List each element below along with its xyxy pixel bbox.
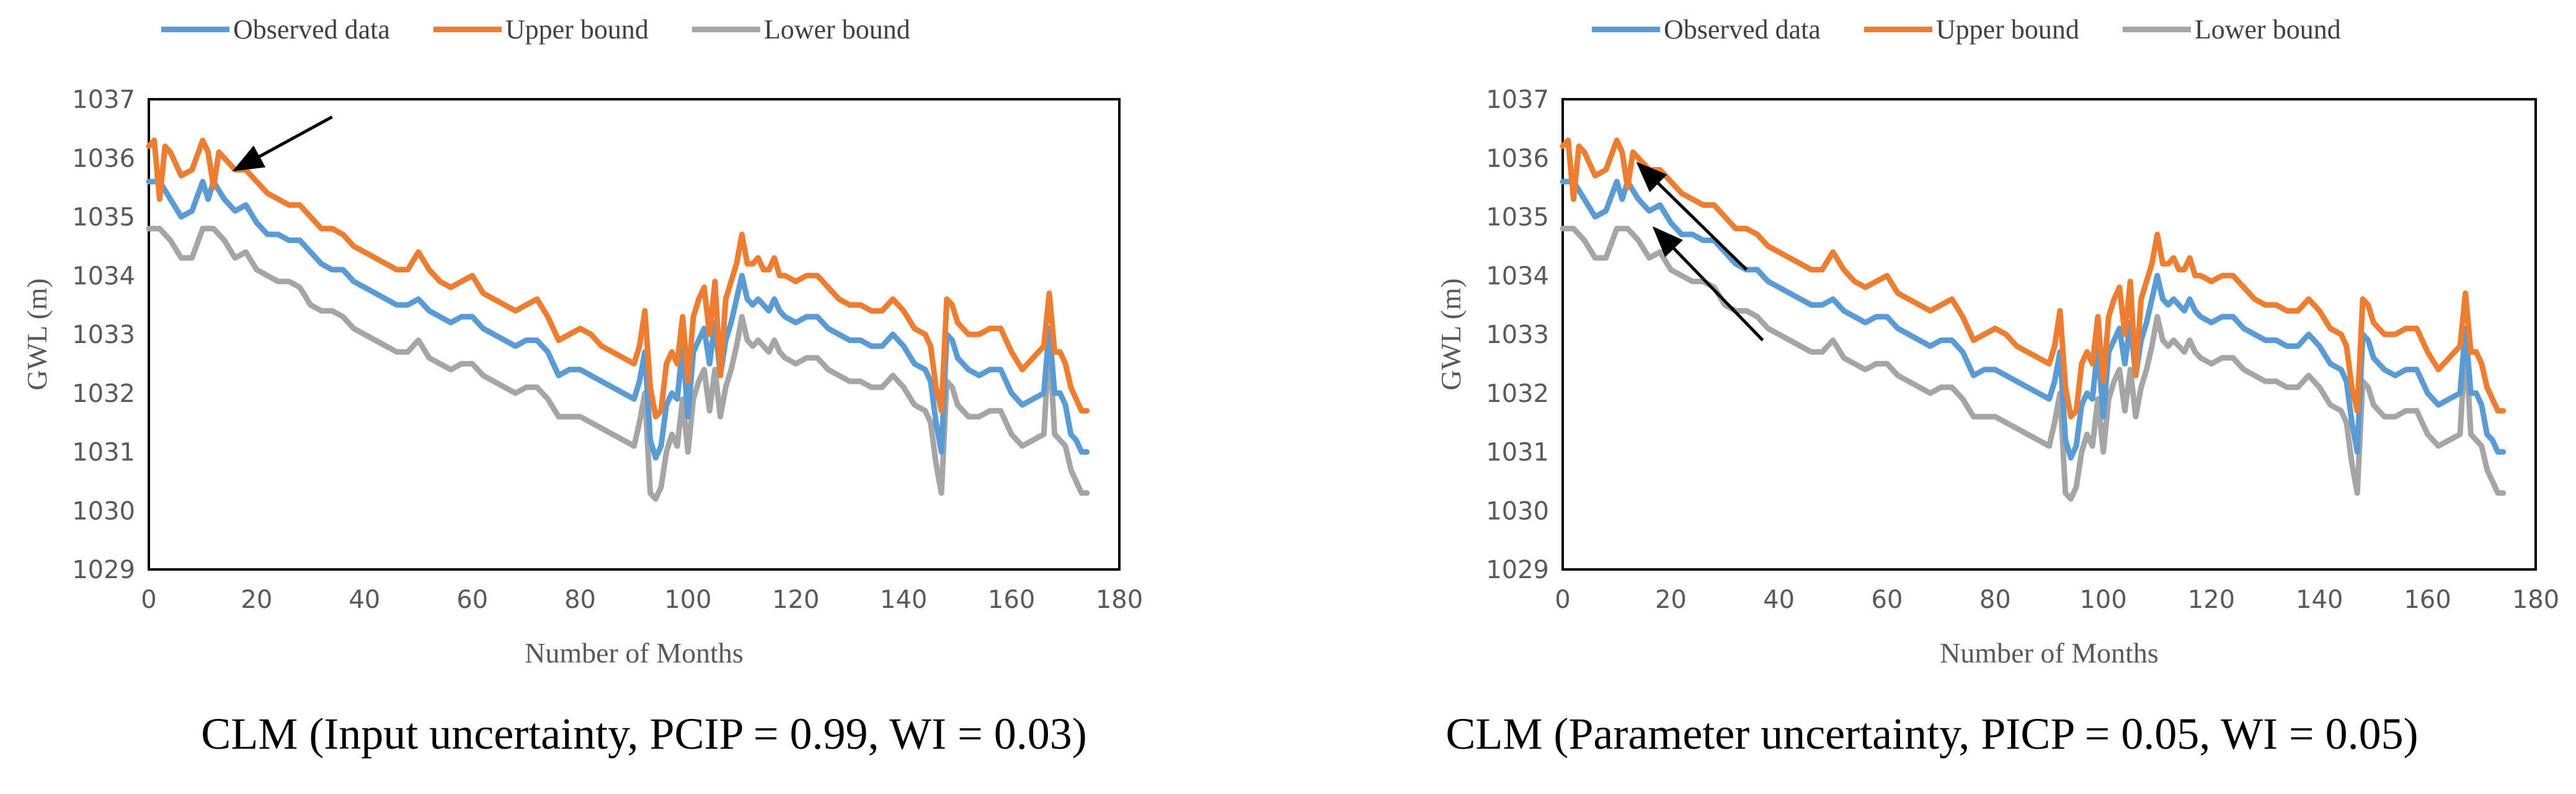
x-tick-label: 60 [1872,586,1903,614]
x-tick-label: 160 [2404,586,2451,614]
y-tick-label: 1031 [72,439,135,467]
y-tick-label: 1035 [1486,203,1549,232]
x-tick-label: 100 [664,586,711,614]
chart-panel-parameter-uncertainty: Observed data Upper bound Lower bound 10… [1288,0,2576,794]
chart-legend: Observed data Upper bound Lower bound [1592,14,2384,45]
x-tick-label: 180 [2512,586,2559,614]
plot-area [148,98,1121,571]
x-tick-label: 160 [988,586,1035,614]
x-tick-label: 40 [1763,586,1795,614]
y-tick-label: 1033 [1486,321,1549,349]
y-tick-label: 1035 [72,203,135,232]
legend-label-observed: Observed data [1664,14,1821,45]
x-tick-label: 80 [564,586,596,614]
legend-item-lower: Lower bound [691,14,910,45]
plot-area [1561,98,2537,571]
annotation-arrow [1652,226,1764,342]
legend-item-observed: Observed data [1592,14,1821,45]
line-chart: 1029 1030 1031 1032 1033 1034 1035 1036 1037 0 20 4… [21,86,1143,669]
y-tick-label: 1034 [72,262,135,290]
legend-label-lower: Lower bound [2194,14,2341,45]
legend-swatch-observed [1592,27,1660,32]
x-tick-label: 140 [880,586,927,614]
legend-item-upper: Upper bound [1863,14,2079,45]
y-tick-label: 1032 [1486,380,1549,408]
series-line-upper [1560,137,2507,420]
y-tick-label: 1030 [72,497,135,525]
y-tick-label: 1032 [72,380,135,408]
y-tick-label: 1034 [1486,262,1549,290]
x-tick-label: 100 [2079,586,2126,614]
legend-item-observed: Observed data [161,14,390,45]
y-axis-title: GWL (m) [1435,279,1467,391]
chart-panel-input-uncertainty: Observed data Upper bound Lower bound 10… [21,14,1143,759]
y-tick-label: 1037 [72,86,135,114]
x-tick-label: 60 [456,586,488,614]
y-tick-label: 1029 [1486,556,1549,584]
x-tick-label: 0 [1555,586,1570,614]
x-tick-label: 20 [1655,586,1687,614]
legend-item-lower: Lower bound [2122,14,2341,45]
x-tick-label: 120 [2188,586,2235,614]
x-tick-label: 80 [1979,586,2011,614]
legend-label-observed: Observed data [233,14,390,45]
x-tick-label: 140 [2296,586,2343,614]
y-tick-label: 1036 [1486,145,1549,173]
chart-legend: Observed data Upper bound Lower bound [161,14,954,45]
y-tick-label: 1033 [72,321,135,349]
y-tick-label: 1031 [1486,439,1549,467]
x-tick-label: 40 [349,586,380,614]
chart-caption: CLM (Input uncertainty, PCIP = 0.99, WI … [201,709,1087,759]
legend-label-lower: Lower bound [763,14,910,45]
y-tick-label: 1037 [1486,86,1549,114]
annotation-arrow [1636,161,1748,271]
legend-swatch-upper [1863,27,1932,32]
chart-caption: CLM (Parameter uncertainty, PICP = 0.05,… [1446,709,2418,759]
x-axis-title: Number of Months [1940,637,2159,669]
x-tick-label: 0 [141,586,156,614]
legend-swatch-observed [161,27,229,32]
x-tick-label: 20 [241,586,272,614]
legend-label-upper: Upper bound [1935,14,2079,45]
line-chart: 1029 1030 1031 1032 1033 1034 1035 1036 1037 0 20 4… [1435,86,2559,669]
legend-label-upper: Upper bound [505,14,649,45]
legend-item-upper: Upper bound [433,14,649,45]
series-line-upper [146,137,1090,420]
legend-swatch-upper [433,27,502,32]
legend-swatch-lower [691,27,760,32]
y-tick-label: 1029 [72,556,135,584]
x-tick-label: 120 [772,586,819,614]
legend-swatch-lower [2122,27,2191,32]
x-axis-title: Number of Months [525,637,744,669]
y-tick-label: 1036 [72,145,135,173]
y-tick-label: 1030 [1486,497,1549,525]
annotation-arrow [232,115,333,172]
y-axis-title: GWL (m) [21,279,53,391]
x-tick-label: 180 [1096,586,1143,614]
